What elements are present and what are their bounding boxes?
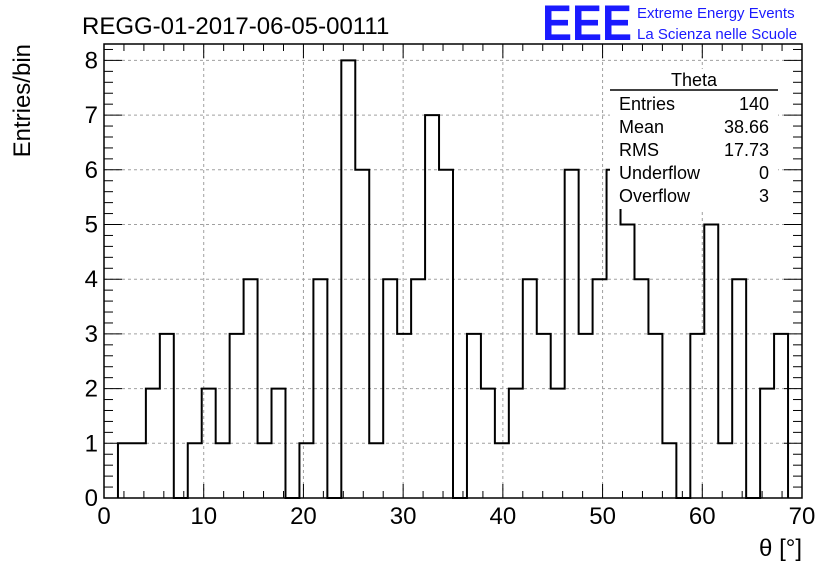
histogram-bin xyxy=(341,60,355,498)
histogram-bin xyxy=(369,443,383,498)
histogram-bin xyxy=(523,279,537,498)
histogram-bin xyxy=(244,279,258,498)
org-line-2: La Scienza nelle Scuole xyxy=(637,26,797,43)
histogram-bin xyxy=(495,443,509,498)
stats-box: Theta Entries 140 Mean 38.66 RMS 17.73 Underfl… xyxy=(610,69,778,209)
histogram-bin xyxy=(258,443,272,498)
histogram-bin xyxy=(621,225,635,498)
x-tick-label: 70 xyxy=(789,503,816,530)
plot-frame xyxy=(103,43,803,499)
y-tick-label: 7 xyxy=(85,102,98,129)
histogram-bin xyxy=(565,170,579,498)
histogram-bin xyxy=(397,334,411,498)
histogram-bin xyxy=(160,334,174,498)
histogram-bin xyxy=(230,334,244,498)
histogram-bin xyxy=(593,279,607,498)
y-tick-label: 5 xyxy=(85,212,98,239)
histogram-bin xyxy=(132,443,146,498)
histogram-bin xyxy=(118,443,132,498)
stats-value: 0 xyxy=(759,163,769,183)
histogram-bin xyxy=(202,389,216,498)
histogram-bin xyxy=(718,443,732,498)
x-axis-label: θ [°] xyxy=(759,535,802,562)
histogram-bin xyxy=(704,225,718,498)
histogram-bin xyxy=(411,279,425,498)
y-tick-label: 3 xyxy=(85,321,98,348)
histogram-bin xyxy=(299,443,313,498)
x-tick-label: 10 xyxy=(190,503,217,530)
histogram-bin xyxy=(634,279,648,498)
histogram-bin xyxy=(760,389,774,498)
histogram-bin xyxy=(146,389,160,498)
y-tick-label: 2 xyxy=(85,376,98,403)
y-tick-label: 0 xyxy=(85,485,98,512)
y-tick-label: 4 xyxy=(85,266,98,293)
stats-value: 38.66 xyxy=(724,117,769,137)
stats-value: 3 xyxy=(759,186,769,206)
x-tick-label: 40 xyxy=(490,503,517,530)
x-tick-label: 20 xyxy=(290,503,317,530)
y-tick-label: 6 xyxy=(85,157,98,184)
stats-value: 140 xyxy=(739,94,769,114)
histogram-bin xyxy=(355,170,369,498)
run-title: REGG-01-2017-06-05-00111 xyxy=(82,13,389,40)
x-tick-label: 60 xyxy=(689,503,716,530)
histogram-bin xyxy=(467,334,481,498)
stats-title: Theta xyxy=(671,70,718,90)
x-tick-label: 50 xyxy=(589,503,616,530)
histogram-bin xyxy=(648,334,662,498)
histogram-bin xyxy=(313,279,327,498)
stats-label: RMS xyxy=(619,140,659,160)
x-tick-label: 0 xyxy=(97,503,110,530)
stats-value: 17.73 xyxy=(724,140,769,160)
y-tick-label: 8 xyxy=(85,47,98,74)
y-axis-label: Entries/bin xyxy=(9,44,36,157)
histogram-bin xyxy=(216,443,230,498)
histogram-bin xyxy=(732,279,746,498)
y-tick-label: 1 xyxy=(85,430,98,457)
histogram-bin xyxy=(188,443,202,498)
histogram-bin xyxy=(690,334,704,498)
histogram-bin xyxy=(551,389,565,498)
histogram-bin xyxy=(439,170,453,498)
histogram-bin xyxy=(272,389,286,498)
x-tick-label: 30 xyxy=(390,503,417,530)
eee-logo: EEE xyxy=(542,0,632,51)
stats-label: Overflow xyxy=(619,186,691,206)
histogram-bin xyxy=(383,279,397,498)
histogram-bin xyxy=(607,170,621,498)
stats-label: Mean xyxy=(619,117,664,137)
histogram-bin xyxy=(774,334,788,498)
histogram-bin xyxy=(662,443,676,498)
histogram-bin xyxy=(481,389,495,498)
histogram-bin xyxy=(579,334,593,498)
org-line-1: Extreme Energy Events xyxy=(637,5,795,22)
stats-label: Entries xyxy=(619,94,675,114)
histogram-bin xyxy=(425,115,439,498)
histogram-bin xyxy=(537,334,551,498)
histogram-bin xyxy=(509,389,523,498)
stats-label: Underflow xyxy=(619,163,701,183)
